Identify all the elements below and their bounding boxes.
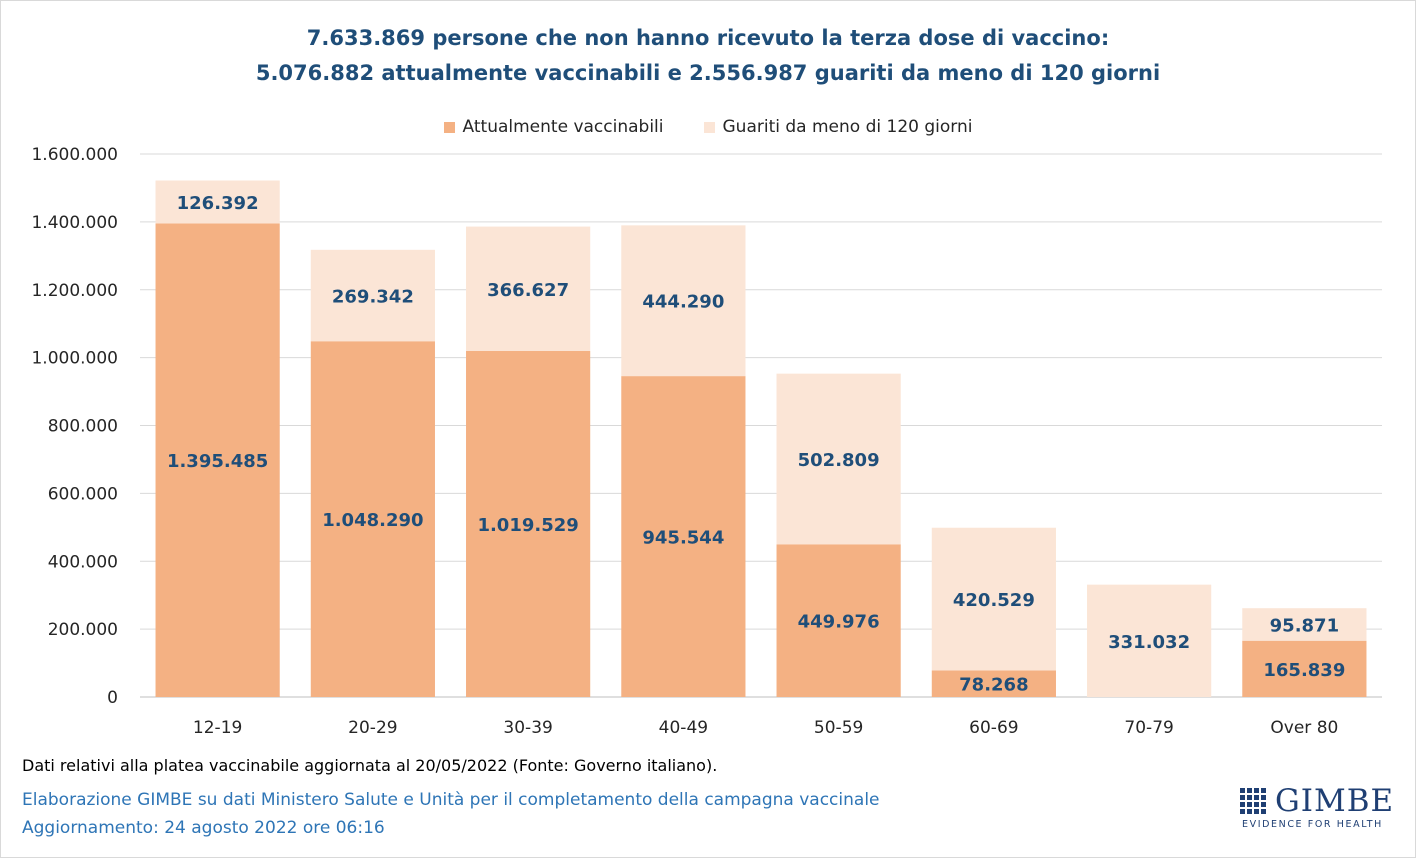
source-note: Dati relativi alla platea vaccinabile ag… <box>22 756 718 775</box>
bar-vaccinabili <box>1242 640 1367 697</box>
bar-vaccinabili <box>310 341 435 697</box>
bar-guariti <box>466 226 591 351</box>
data-label-vaccinabili: 945.544 <box>642 528 724 549</box>
bar-guariti <box>155 180 280 224</box>
data-label-vaccinabili: 1.395.485 <box>167 451 268 472</box>
bar-vaccinabili <box>155 223 280 697</box>
bar-guariti <box>621 225 746 377</box>
y-tick-label: 800.000 <box>48 417 118 437</box>
credit-line: Elaborazione GIMBE su dati Ministero Sal… <box>22 790 880 810</box>
data-label-guariti: 502.809 <box>798 450 880 471</box>
x-tick-label: 50-59 <box>814 718 863 738</box>
y-tick-label: 200.000 <box>48 620 118 640</box>
x-tick-label: Over 80 <box>1270 718 1338 738</box>
data-label-guariti: 95.871 <box>1270 615 1339 636</box>
chart-legend: Attualmente vaccinabili Guariti da meno … <box>0 117 1416 137</box>
data-label-vaccinabili: 78.268 <box>959 675 1028 696</box>
bar-vaccinabili <box>466 350 591 697</box>
y-tick-label: 400.000 <box>48 552 118 572</box>
bar-guariti <box>1242 608 1367 641</box>
data-label-guariti: 126.392 <box>177 193 259 214</box>
x-tick-label: 40-49 <box>659 718 708 738</box>
data-label-guariti: 444.290 <box>642 292 724 313</box>
gimbe-logo: GIMBE EVIDENCE FOR HEALTH <box>1240 784 1393 834</box>
data-label-guariti: 331.032 <box>1108 632 1190 653</box>
chart-title-line1: 7.633.869 persone che non hanno ricevuto… <box>306 26 1110 50</box>
y-tick-label: 1.000.000 <box>31 349 118 369</box>
gimbe-logo-wordmark: GIMBE <box>1275 783 1395 819</box>
legend-item-vaccinabili: Attualmente vaccinabili <box>443 117 664 137</box>
bar-guariti <box>310 249 435 342</box>
x-tick-label: 20-29 <box>348 718 397 738</box>
y-tick-label: 0 <box>107 688 118 708</box>
legend-item-guariti: Guariti da meno di 120 giorni <box>703 117 973 137</box>
bar-vaccinabili <box>776 544 901 697</box>
legend-label-guariti: Guariti da meno di 120 giorni <box>722 117 973 137</box>
chart-title-line2: 5.076.882 attualmente vaccinabili e 2.55… <box>255 61 1161 85</box>
data-label-guariti: 269.342 <box>332 287 414 308</box>
data-label-vaccinabili: 165.839 <box>1263 660 1345 681</box>
legend-swatch-vaccinabili <box>443 121 455 133</box>
data-label-vaccinabili: 1.048.290 <box>322 510 423 531</box>
x-tick-label: 30-39 <box>503 718 552 738</box>
y-tick-label: 1.400.000 <box>31 213 118 233</box>
data-label-vaccinabili: 449.976 <box>798 612 880 633</box>
gimbe-logo-tagline: EVIDENCE FOR HEALTH <box>1242 819 1383 830</box>
bar-guariti <box>1087 584 1212 697</box>
bar-guariti <box>931 527 1056 671</box>
data-label-vaccinabili: 1.019.529 <box>477 515 578 536</box>
bar-vaccinabili <box>621 376 746 697</box>
y-tick-label: 1.200.000 <box>31 281 118 301</box>
x-tick-label: 70-79 <box>1124 718 1173 738</box>
legend-label-vaccinabili: Attualmente vaccinabili <box>462 117 664 137</box>
update-timestamp: Aggiornamento: 24 agosto 2022 ore 06:16 <box>22 818 385 838</box>
y-tick-label: 1.600.000 <box>31 145 118 165</box>
x-tick-label: 12-19 <box>193 718 242 738</box>
data-label-guariti: 366.627 <box>487 280 569 301</box>
x-tick-label: 60-69 <box>969 718 1018 738</box>
bar-guariti <box>776 373 901 545</box>
bar-vaccinabili <box>931 670 1056 697</box>
gimbe-logo-grid-icon <box>1240 788 1266 814</box>
legend-swatch-guariti <box>703 121 715 133</box>
y-tick-label: 600.000 <box>48 484 118 504</box>
data-label-guariti: 420.529 <box>953 590 1035 611</box>
